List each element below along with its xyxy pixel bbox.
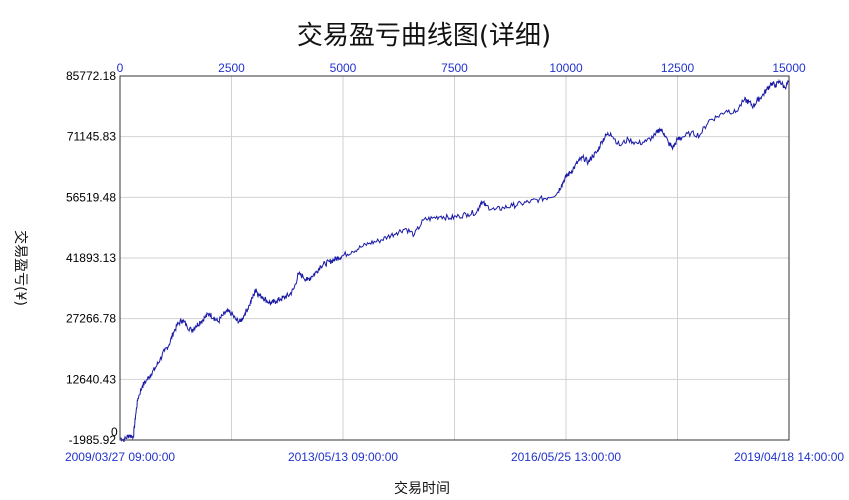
date-tick-label: 2019/04/18 14:00:00 — [734, 450, 844, 464]
plot-border — [119, 75, 790, 441]
y-tick-label: -1985.92 — [69, 433, 117, 447]
grid — [120, 76, 789, 440]
y-tick-label: 27266.78 — [66, 312, 116, 326]
top-axis-ticks: 0 2500 5000 7500 10000 12500 15000 — [117, 61, 806, 75]
top-tick-label: 10000 — [549, 61, 583, 75]
series-line — [119, 78, 790, 443]
zero-label: 0 — [111, 425, 118, 439]
y-axis-label: 交易盈亏(¥) — [12, 230, 29, 306]
y-tick-label: 56519.48 — [66, 190, 116, 204]
top-tick-label: 15000 — [772, 61, 806, 75]
date-tick-label: 2016/05/25 13:00:00 — [511, 450, 621, 464]
date-tick-label: 2009/03/27 09:00:00 — [65, 450, 175, 464]
top-tick-label: 5000 — [330, 61, 357, 75]
top-tick-label: 12500 — [661, 61, 695, 75]
date-tick-label: 2013/05/13 09:00:00 — [288, 450, 398, 464]
y-tick-label: 12640.43 — [66, 372, 116, 386]
y-tick-label: 85772.18 — [66, 69, 116, 83]
chart-title: 交易盈亏曲线图(详细) — [297, 21, 551, 51]
y-tick-label: 41893.13 — [66, 251, 116, 265]
x-axis-label: 交易时间 — [394, 480, 450, 497]
date-axis-ticks: 2009/03/27 09:00:00 2013/05/13 09:00:00 20… — [65, 450, 844, 464]
y-tick-label: 71145.83 — [67, 130, 116, 144]
top-tick-label: 2500 — [218, 61, 245, 75]
top-tick-label: 0 — [117, 61, 124, 75]
top-tick-label: 7500 — [441, 61, 468, 75]
y-axis-ticks: 85772.18 71145.83 56519.48 41893.13 27266.78… — [66, 69, 116, 447]
